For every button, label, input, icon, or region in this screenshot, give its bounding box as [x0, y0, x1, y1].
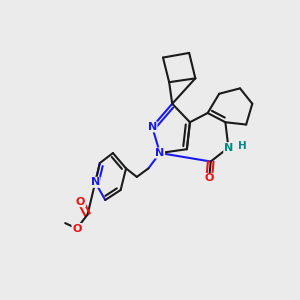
Text: O: O	[76, 196, 85, 206]
Text: O: O	[205, 173, 214, 184]
Text: O: O	[72, 224, 81, 233]
Text: N: N	[148, 122, 157, 132]
Text: N: N	[224, 143, 233, 153]
Text: H: H	[238, 141, 247, 151]
Text: N: N	[91, 177, 100, 187]
Text: N: N	[155, 148, 164, 158]
